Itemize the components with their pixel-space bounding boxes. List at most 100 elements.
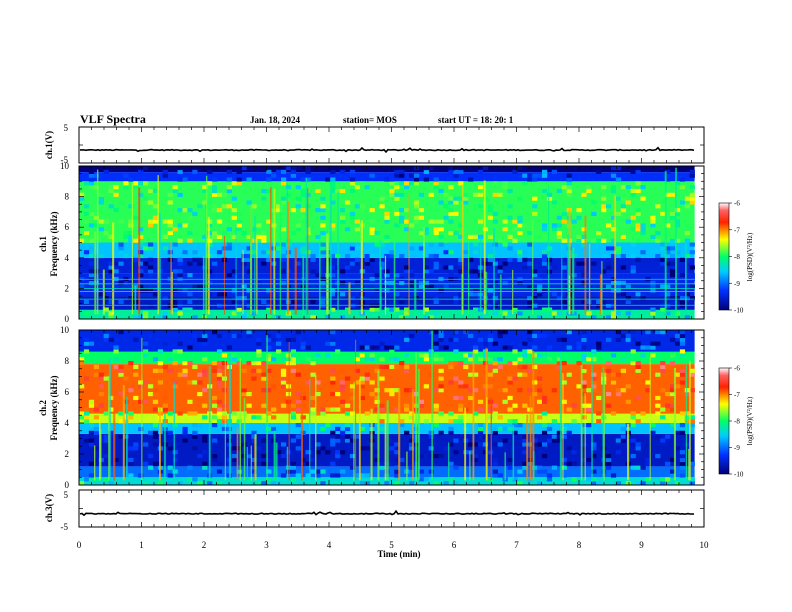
spectrogram-cell xyxy=(359,380,365,385)
spectrogram-streak xyxy=(689,360,691,481)
spectrogram-cell xyxy=(630,411,636,416)
spectrogram-cell xyxy=(689,368,695,373)
spectrogram-streak xyxy=(305,177,307,315)
spectrogram-cell xyxy=(635,292,641,297)
spectrogram-cell xyxy=(226,188,232,194)
spectrogram-cell xyxy=(384,388,390,393)
spectrogram-cell xyxy=(546,269,553,274)
spectrogram-cell xyxy=(202,461,208,466)
spectrogram-cell xyxy=(330,223,336,228)
spectrogram-cell xyxy=(320,280,326,285)
spectrogram-cell xyxy=(423,419,429,424)
spectrogram-cell xyxy=(576,341,582,346)
spectrogram-cell xyxy=(374,231,380,236)
spectrogram-cell xyxy=(330,166,336,171)
spectrogram-cell xyxy=(423,265,429,270)
spectrogram-cell xyxy=(325,341,331,346)
spectrogram-cell xyxy=(177,192,183,197)
spectrogram-cell xyxy=(271,384,277,389)
spectrogram-cell xyxy=(399,423,405,428)
spectrogram-cell xyxy=(586,423,592,428)
spectrogram-cell xyxy=(280,196,287,201)
spectrogram-cell xyxy=(231,411,237,416)
spectrogram-cell xyxy=(404,269,410,274)
spectrogram-cell xyxy=(384,234,390,239)
spectrogram-cell xyxy=(537,376,543,381)
spectrogram-cell xyxy=(428,242,434,247)
spectrogram-cell xyxy=(251,250,257,255)
spectrogram-cell xyxy=(143,181,149,186)
spectrogram-streak xyxy=(250,204,253,315)
spectrogram-cell xyxy=(527,349,533,354)
spectrogram-cell xyxy=(620,196,626,201)
spectrogram-cell xyxy=(537,481,543,486)
spectrogram-cell xyxy=(128,280,134,285)
spectrogram-cell xyxy=(88,461,95,466)
spectrogram-cell xyxy=(428,430,434,435)
ch1-ylabel: ch.1(V) xyxy=(44,131,54,159)
spectrogram-cell xyxy=(108,204,114,209)
spectrogram-cell xyxy=(246,403,252,408)
spectrogram-cell xyxy=(438,368,444,373)
spectrogram-cell xyxy=(413,173,420,178)
spectrogram-cell xyxy=(689,477,695,482)
spectrogram-cell xyxy=(660,292,666,297)
spectrogram-cell xyxy=(315,284,321,289)
spectrogram-cell xyxy=(620,357,626,362)
spectrogram-cell xyxy=(266,219,272,224)
spectrogram-cell xyxy=(330,307,336,312)
spectrogram-cell xyxy=(423,423,429,428)
spectrogram-cell xyxy=(98,253,104,259)
spectrogram-cell xyxy=(152,399,159,404)
spectrogram-cell xyxy=(438,384,444,389)
spectrogram-streak xyxy=(235,224,237,315)
spectrogram-cell xyxy=(591,454,597,459)
spectrogram-cell xyxy=(689,481,695,486)
y-tick-label: 2 xyxy=(65,449,70,459)
spectrogram-streak xyxy=(398,389,401,481)
spectrogram-cell xyxy=(492,403,498,408)
spectrogram-cell xyxy=(679,411,686,416)
spectrogram-streak xyxy=(239,358,241,481)
spectrogram-cell xyxy=(266,288,272,293)
spectrogram-cell xyxy=(374,457,380,463)
spectrogram-cell xyxy=(182,288,188,293)
spectrogram-streak xyxy=(158,213,161,315)
spectrogram-cell xyxy=(295,446,301,451)
spectrogram-cell xyxy=(251,368,257,373)
spectrogram-cell xyxy=(399,296,405,301)
spectrogram-cell xyxy=(340,388,346,393)
spectrogram-cell xyxy=(349,465,356,470)
spectrogram-cell xyxy=(128,296,134,301)
spectrogram-cell xyxy=(453,438,459,443)
spectrogram-cell xyxy=(266,345,272,350)
spectrogram-cell xyxy=(118,368,124,373)
spectrogram-cell xyxy=(399,188,405,194)
spectrogram-cell xyxy=(670,269,676,274)
spectrogram-cell xyxy=(236,333,242,339)
spectrogram-cell xyxy=(541,430,548,435)
spectrogram-cell xyxy=(364,473,370,478)
spectrogram-cell xyxy=(404,388,410,393)
spectrogram-cell xyxy=(315,450,321,455)
spectrogram-cell xyxy=(605,261,612,266)
spectrogram-cell xyxy=(428,284,434,289)
spectrogram-cell xyxy=(389,357,395,362)
spectrogram-cell xyxy=(684,419,690,424)
spectrogram-cell xyxy=(211,395,218,401)
spectrogram-cell xyxy=(359,473,365,478)
waveform-line xyxy=(79,509,695,517)
spectrogram-cell xyxy=(374,303,380,308)
spectrogram-cell xyxy=(527,368,533,373)
spectrogram-streak xyxy=(584,215,587,315)
spectrogram-cell xyxy=(133,364,139,370)
spectrogram-cell xyxy=(655,403,661,408)
spectrogram-cell xyxy=(448,461,454,466)
spectrogram-cell xyxy=(665,223,671,228)
spectrogram-cell xyxy=(128,415,134,420)
spectrogram-cell xyxy=(295,223,301,228)
spectrogram-cell xyxy=(256,280,262,285)
spectrogram-cell xyxy=(276,204,282,209)
spectrogram-cell xyxy=(551,311,558,316)
spectrogram-cell xyxy=(138,253,144,259)
